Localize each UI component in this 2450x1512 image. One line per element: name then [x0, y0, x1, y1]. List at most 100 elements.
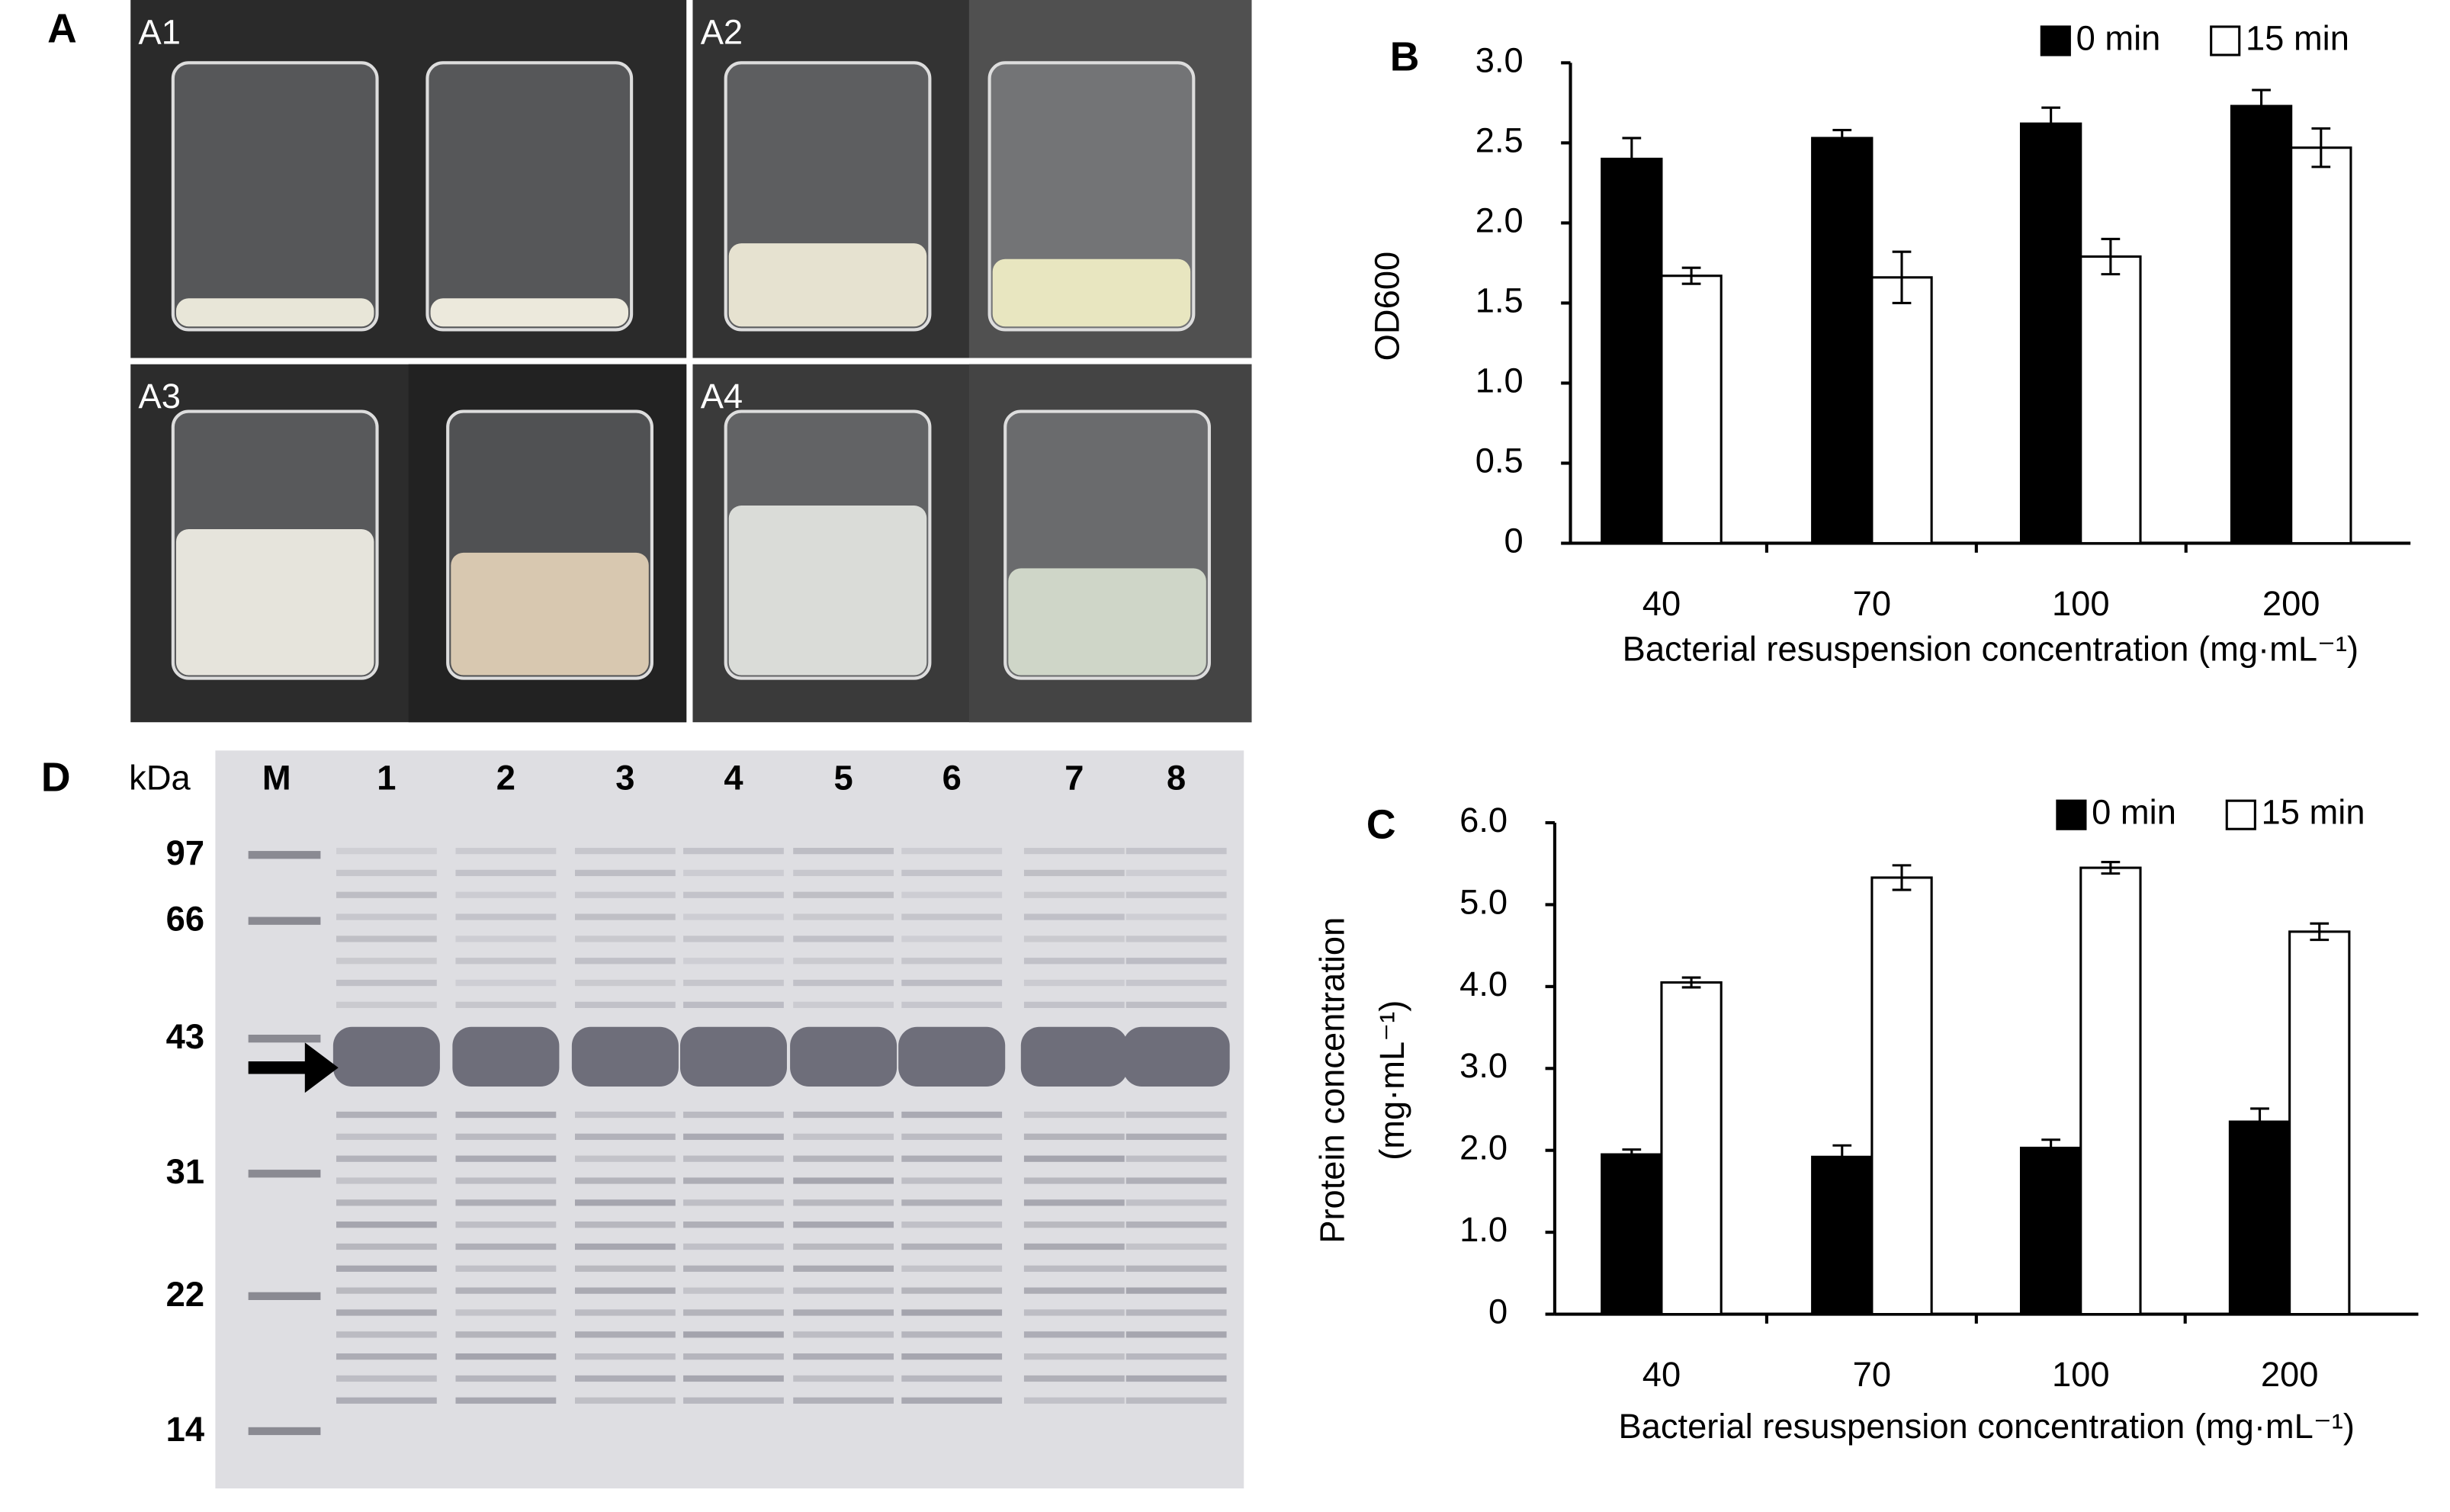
bar [2230, 104, 2293, 545]
bar [1870, 276, 1933, 545]
band [336, 1309, 437, 1316]
band [683, 1265, 784, 1272]
band [574, 1133, 676, 1140]
band [574, 1111, 676, 1119]
band [1125, 891, 1227, 898]
band [1125, 847, 1227, 855]
main-band [1020, 1026, 1128, 1087]
band [793, 1287, 894, 1294]
band [683, 1375, 784, 1382]
band [336, 1111, 437, 1119]
band [455, 847, 557, 855]
panel-label: D [41, 756, 71, 801]
main-band [898, 1026, 1006, 1087]
band [1125, 1243, 1227, 1250]
band [901, 1265, 1003, 1272]
band [336, 1133, 437, 1140]
band [574, 1177, 676, 1184]
band [1125, 913, 1227, 920]
band [1023, 1133, 1125, 1140]
band [574, 847, 676, 855]
band [793, 1375, 894, 1382]
bar [1660, 981, 1723, 1316]
band [1125, 1001, 1227, 1008]
band [793, 1111, 894, 1119]
band [683, 1133, 784, 1140]
band [793, 1243, 894, 1250]
beakers [171, 61, 1211, 680]
band [455, 1331, 557, 1338]
band [336, 1331, 437, 1338]
band [574, 958, 676, 965]
band [683, 1221, 784, 1228]
band [901, 1133, 1003, 1140]
band [901, 1177, 1003, 1184]
y-tick-label: 5.0 [1459, 882, 1508, 921]
band [901, 1331, 1003, 1338]
band [336, 936, 437, 942]
band [455, 1177, 557, 1184]
bar [2019, 1146, 2082, 1316]
band [901, 1375, 1003, 1382]
bar [2290, 146, 2352, 545]
y-axis-label: (mg·mL⁻¹) [1373, 1000, 1411, 1160]
lane-label: 5 [834, 758, 853, 797]
liquid [430, 298, 629, 327]
x-tick-label: 200 [2261, 1355, 2319, 1394]
beaker [425, 61, 634, 332]
band [455, 1243, 557, 1250]
band [336, 1177, 437, 1184]
band [793, 1133, 894, 1140]
error-bar [2101, 861, 2121, 875]
error-bar [1892, 864, 1912, 891]
legend-label: 0 min [2076, 19, 2161, 58]
photo-label: A3 [139, 377, 181, 416]
main-band [1122, 1026, 1230, 1087]
lane-label: 1 [377, 758, 396, 797]
band [336, 1221, 437, 1228]
marker-label: 31 [166, 1152, 204, 1191]
band [683, 1331, 784, 1338]
y-tick-label: 2.0 [1475, 201, 1524, 239]
main-band [332, 1026, 440, 1087]
band [793, 1177, 894, 1184]
band [574, 1309, 676, 1316]
band [901, 1243, 1003, 1250]
band [455, 1287, 557, 1294]
band [336, 1397, 437, 1404]
marker-label: 66 [166, 900, 204, 939]
band [336, 1199, 437, 1206]
band [901, 979, 1003, 987]
band [683, 1243, 784, 1250]
band [455, 1199, 557, 1206]
band [793, 1265, 894, 1272]
band [574, 1243, 676, 1250]
bar [2288, 930, 2351, 1316]
y-tick-label: 0.5 [1475, 441, 1524, 480]
error-bar [2041, 106, 2060, 141]
band [793, 913, 894, 920]
error-bar [1892, 250, 1912, 304]
bar [1811, 136, 1874, 545]
y-tick-label: 1.0 [1459, 1210, 1508, 1249]
bar [1601, 157, 1663, 545]
band [1023, 1331, 1125, 1338]
error-bar [2250, 1107, 2269, 1136]
band [683, 1199, 784, 1206]
band [336, 891, 437, 898]
band [455, 1001, 557, 1008]
bar [1870, 876, 1933, 1316]
band [901, 958, 1003, 965]
band [793, 1397, 894, 1404]
band [574, 1397, 676, 1404]
band [683, 1155, 784, 1162]
y-axis-label: OD600 [1368, 252, 1407, 361]
band [336, 913, 437, 920]
bar [1601, 1153, 1663, 1316]
band [1023, 891, 1125, 898]
band [901, 1397, 1003, 1404]
band [901, 936, 1003, 942]
band [1023, 1309, 1125, 1316]
band [901, 1287, 1003, 1294]
marker-label: 14 [166, 1410, 204, 1449]
